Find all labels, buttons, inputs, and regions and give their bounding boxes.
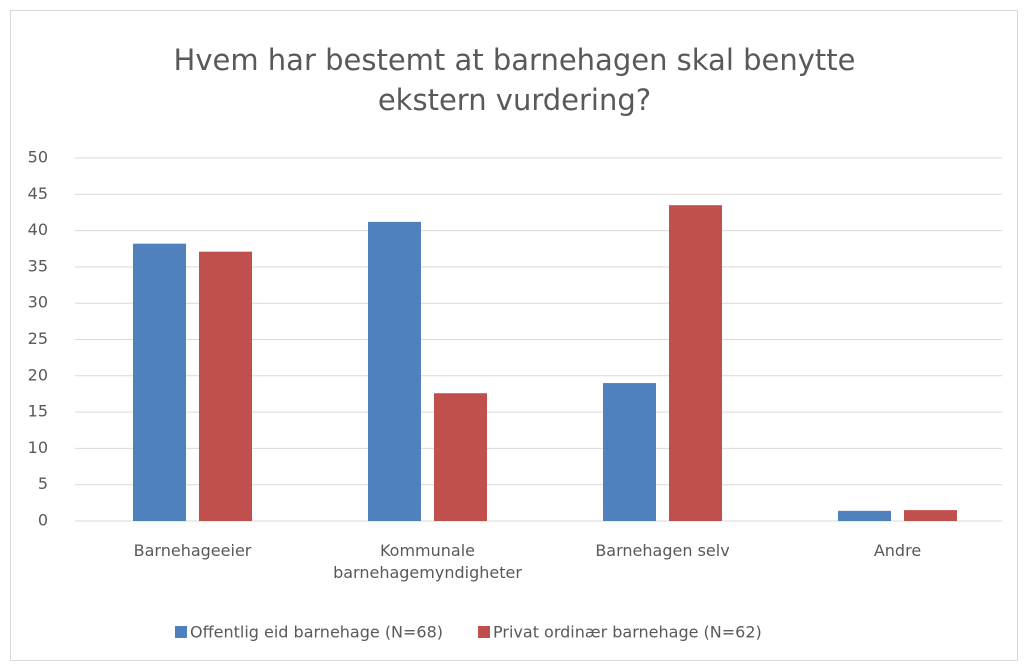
y-tick-label: 45	[28, 184, 48, 203]
y-tick-label: 5	[38, 474, 48, 493]
bar	[199, 251, 252, 522]
legend-swatch	[478, 626, 491, 638]
x-tick-label: Barnehagen selv	[595, 541, 730, 560]
bar	[368, 221, 421, 521]
bar	[133, 243, 186, 521]
y-tick-label: 50	[28, 148, 48, 167]
y-tick-label: 40	[28, 220, 48, 239]
y-tick-label: 35	[28, 256, 48, 275]
bar	[838, 510, 891, 521]
legend-label: Privat ordinær barnehage (N=62)	[493, 623, 762, 642]
x-tick-label: Barnehageeier	[133, 541, 252, 560]
y-tick-label: 30	[28, 293, 48, 312]
bar	[434, 393, 487, 521]
x-tick-label: Andre	[873, 541, 922, 560]
y-tick-label: 10	[28, 438, 48, 457]
bar	[904, 510, 957, 521]
legend-swatch	[175, 626, 187, 638]
legend-label: Offentlig eid barnehage (N=68)	[190, 623, 443, 642]
y-tick-label: 25	[28, 329, 48, 348]
bar	[669, 205, 722, 521]
y-tick-label: 0	[38, 511, 48, 530]
y-tick-label: 15	[28, 402, 48, 421]
bar	[603, 383, 656, 521]
y-tick-label: 20	[28, 365, 48, 384]
chart-title: Hvem har bestemt at barnehagen skal beny…	[173, 43, 856, 117]
x-tick-label: Kommunale barnehagemyndigheter	[333, 541, 522, 582]
